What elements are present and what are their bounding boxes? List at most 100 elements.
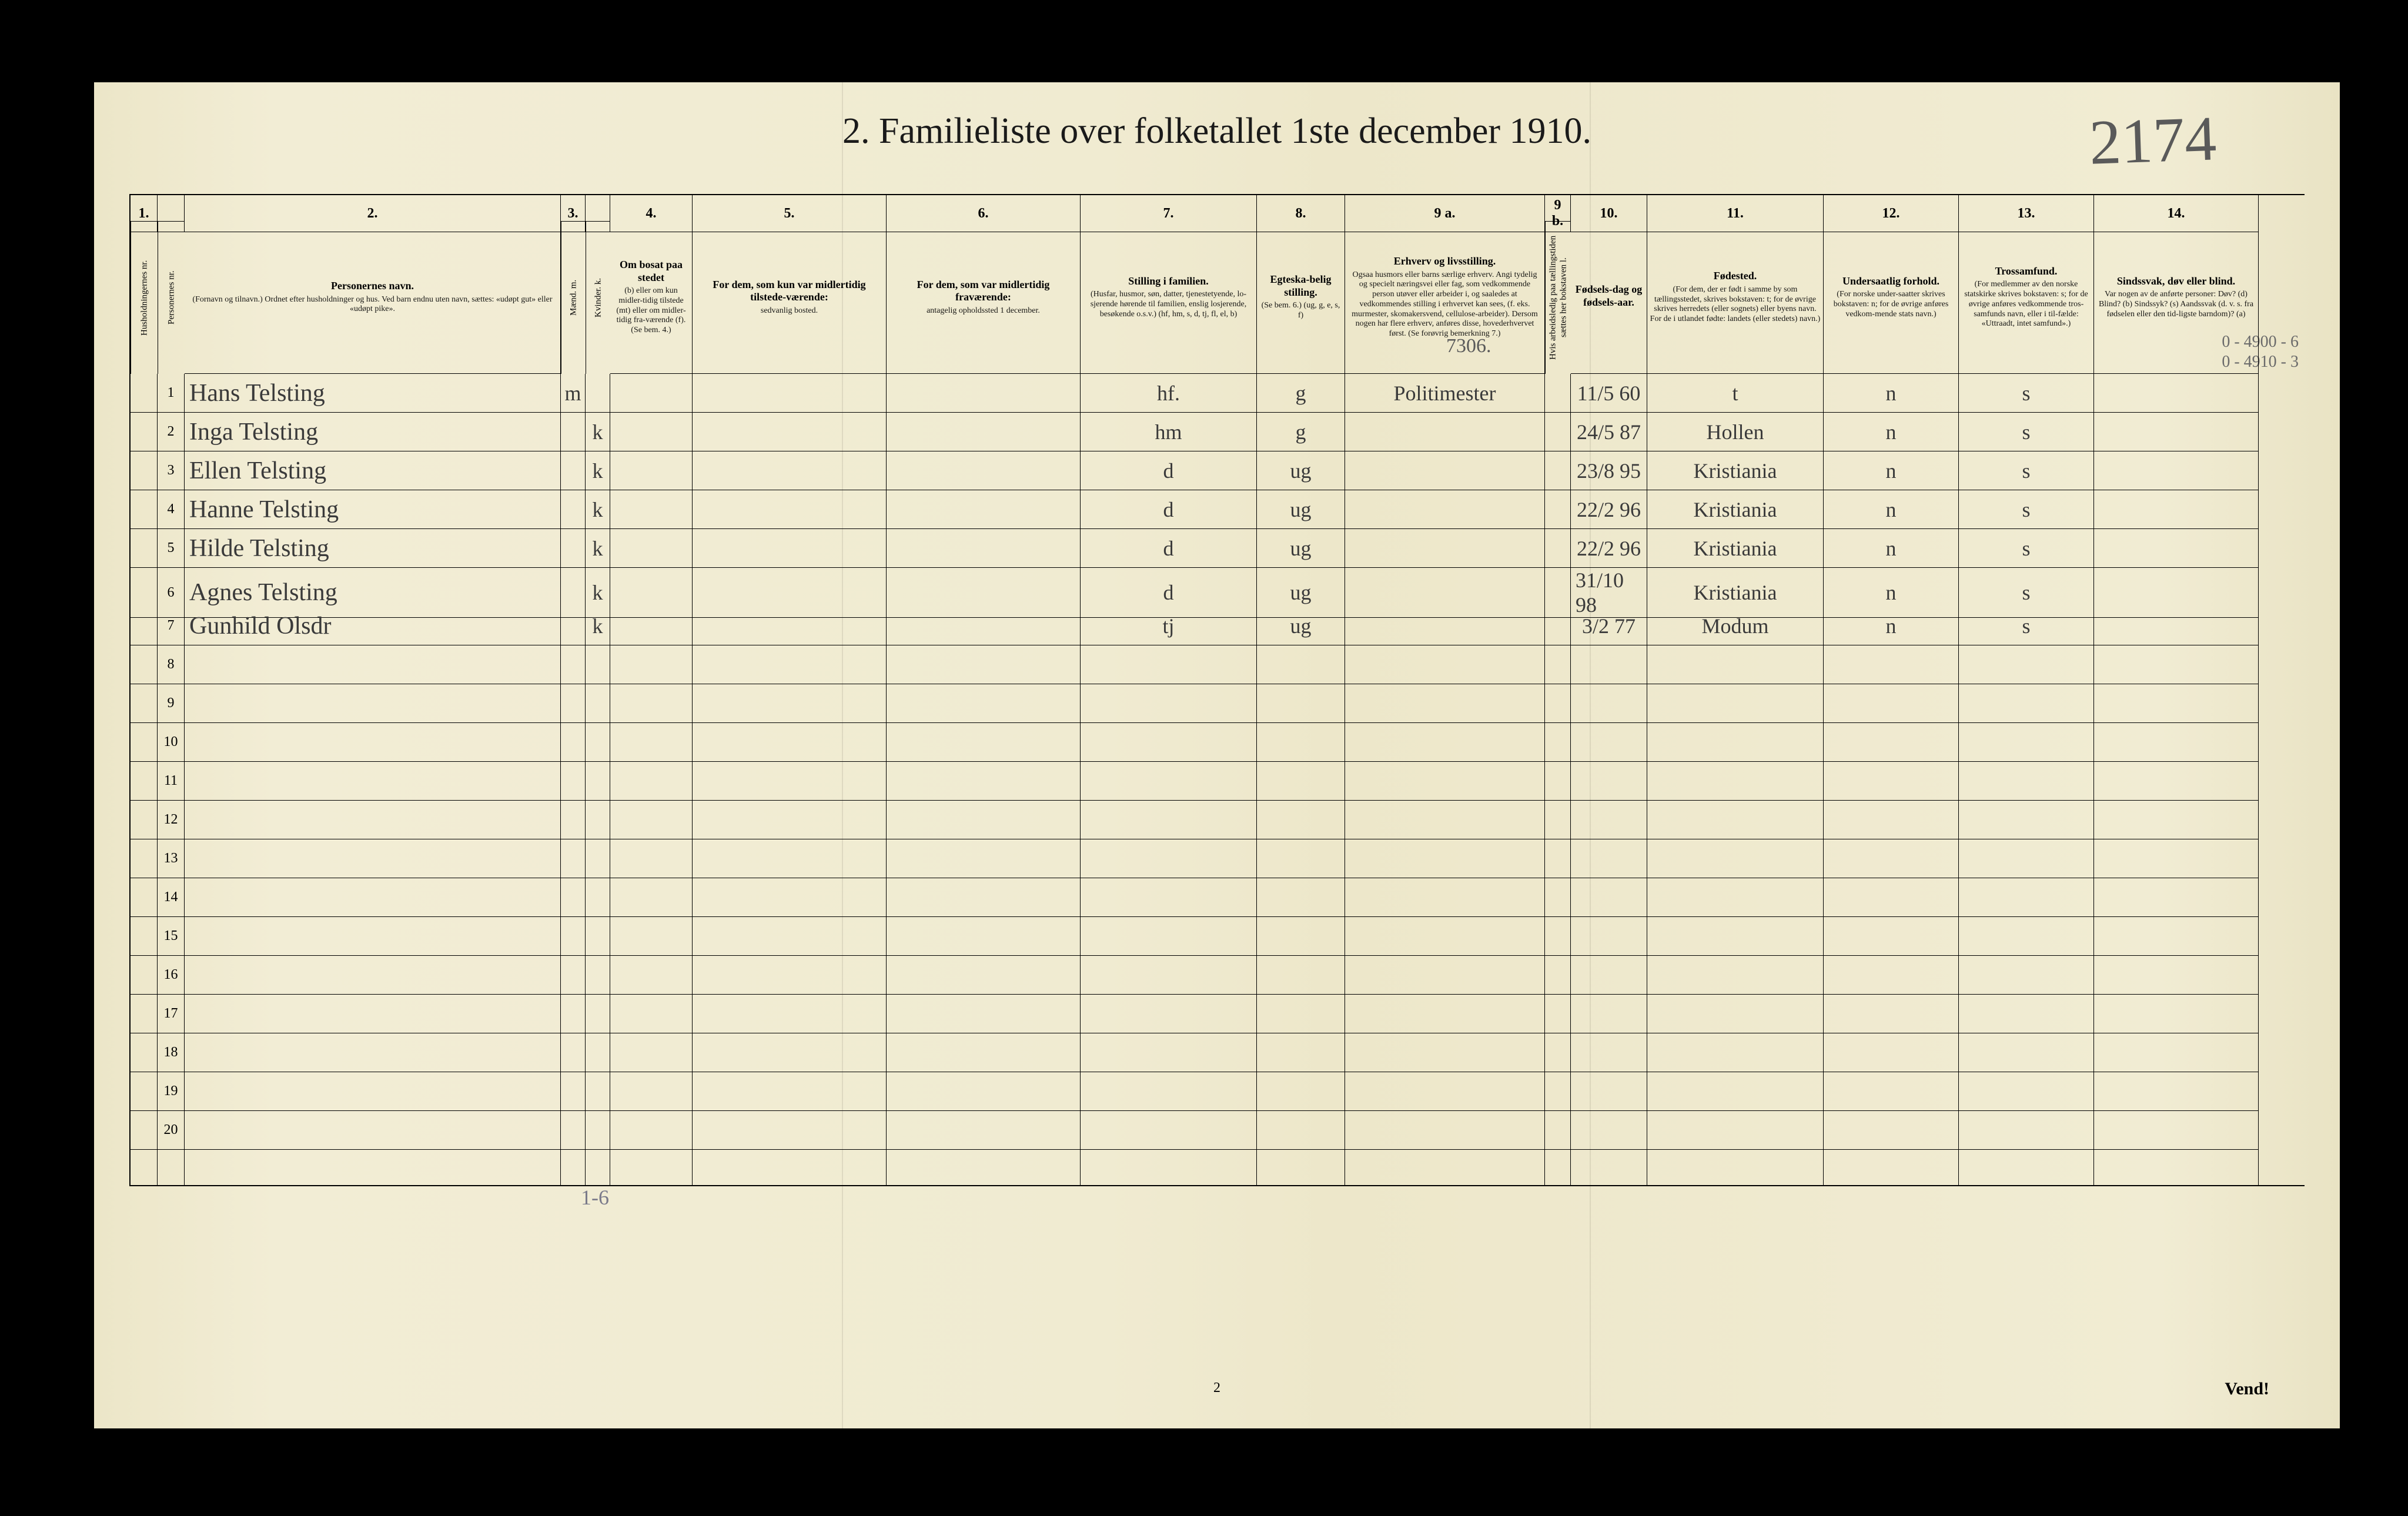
cell — [131, 801, 158, 839]
cell: Hans Telsting — [185, 374, 561, 413]
cell — [185, 917, 561, 956]
cell: ug — [1257, 607, 1345, 645]
cell: Hanne Telsting — [185, 490, 561, 529]
cell: k — [586, 490, 610, 529]
header-col-label: Erhverv og livsstilling.Ogsaa husmors el… — [1345, 221, 1545, 374]
cell — [185, 995, 561, 1033]
cell — [693, 1111, 887, 1150]
cell: 11/5 60 — [1571, 374, 1647, 413]
cell: s — [1959, 529, 2094, 568]
cell — [1824, 723, 1959, 762]
cell — [561, 995, 586, 1033]
cell: d — [1081, 529, 1257, 568]
cell — [1959, 995, 2094, 1033]
cell — [887, 762, 1081, 801]
table-row: 11 — [131, 762, 2305, 801]
cell — [1545, 801, 1571, 839]
header-numbers-row: 1.2.3.4.5.6.7.8.9 a.9 b.10.11.12.13.14. — [131, 195, 2305, 221]
cell — [1647, 684, 1824, 723]
cell: n — [1824, 529, 1959, 568]
cell — [561, 684, 586, 723]
cell — [2094, 878, 2259, 917]
cell — [2094, 451, 2259, 490]
cell: Kristiania — [1647, 451, 1824, 490]
cell — [131, 490, 158, 529]
cell — [1257, 1072, 1345, 1111]
cell — [2094, 839, 2259, 878]
cell — [1959, 878, 2094, 917]
cell: 8 — [158, 645, 185, 684]
cell — [693, 684, 887, 723]
cell: 4 — [158, 490, 185, 529]
cell — [561, 956, 586, 995]
header-col-label: For dem, som var midlertidig fraværende:… — [887, 221, 1081, 374]
cell — [887, 917, 1081, 956]
cell — [610, 723, 693, 762]
header-col-label: Egteska-belig stilling.(Se bem. 6.) (ug,… — [1257, 221, 1345, 374]
cell — [561, 839, 586, 878]
cell — [610, 645, 693, 684]
cell — [693, 413, 887, 451]
cell: Inga Telsting — [185, 413, 561, 451]
cell — [1545, 1033, 1571, 1072]
cell — [131, 917, 158, 956]
cell — [1959, 801, 2094, 839]
cell — [561, 1111, 586, 1150]
cell — [586, 917, 610, 956]
cell — [1345, 995, 1545, 1033]
cell — [693, 801, 887, 839]
cell — [185, 801, 561, 839]
cell — [693, 645, 887, 684]
header-labels-row: Husholdningernes nr.Personernes nr.Perso… — [131, 221, 2305, 374]
cell: n — [1824, 413, 1959, 451]
table-row: 2Inga Telstingkhmg24/5 87Hollenns — [131, 413, 2305, 451]
cell — [1345, 839, 1545, 878]
cell — [1824, 956, 1959, 995]
cell — [1545, 878, 1571, 917]
header-col-label: Undersaatlig forhold.(For norske under-s… — [1824, 221, 1959, 374]
cell — [561, 1072, 586, 1111]
cell: s — [1959, 490, 2094, 529]
cell — [561, 878, 586, 917]
cell: 19 — [158, 1072, 185, 1111]
cell — [610, 1033, 693, 1072]
cell — [887, 839, 1081, 878]
cell — [1824, 878, 1959, 917]
table-row: 7Gunhild Olsdrktjug3/2 77Modumns — [131, 607, 2305, 645]
cell — [1345, 529, 1545, 568]
cell — [887, 374, 1081, 413]
cell — [1345, 684, 1545, 723]
cell — [610, 374, 693, 413]
cell — [1571, 956, 1647, 995]
cell — [887, 529, 1081, 568]
cell: ug — [1257, 529, 1345, 568]
cell: Hollen — [1647, 413, 1824, 451]
cell: 2 — [158, 413, 185, 451]
cell — [693, 723, 887, 762]
cell — [2094, 956, 2259, 995]
cell — [1345, 1072, 1545, 1111]
cell — [561, 413, 586, 451]
cell — [561, 490, 586, 529]
cell — [131, 1072, 158, 1111]
cell — [610, 1111, 693, 1150]
cell — [2094, 723, 2259, 762]
cell — [1545, 374, 1571, 413]
cell — [1647, 801, 1824, 839]
cell — [2094, 1111, 2259, 1150]
cell — [1824, 917, 1959, 956]
cell — [1959, 917, 2094, 956]
cell — [185, 1033, 561, 1072]
cell — [131, 529, 158, 568]
table-footer-row: 1-6 — [129, 1150, 2305, 1186]
cell — [2094, 374, 2259, 413]
handwritten-page-number: 2174 — [2088, 102, 2218, 179]
cell — [586, 878, 610, 917]
cell — [1081, 684, 1257, 723]
cell — [586, 723, 610, 762]
table-header: 1.2.3.4.5.6.7.8.9 a.9 b.10.11.12.13.14. … — [129, 194, 2305, 374]
cell — [610, 801, 693, 839]
cell — [1545, 684, 1571, 723]
cell: hm — [1081, 413, 1257, 451]
cell — [610, 878, 693, 917]
